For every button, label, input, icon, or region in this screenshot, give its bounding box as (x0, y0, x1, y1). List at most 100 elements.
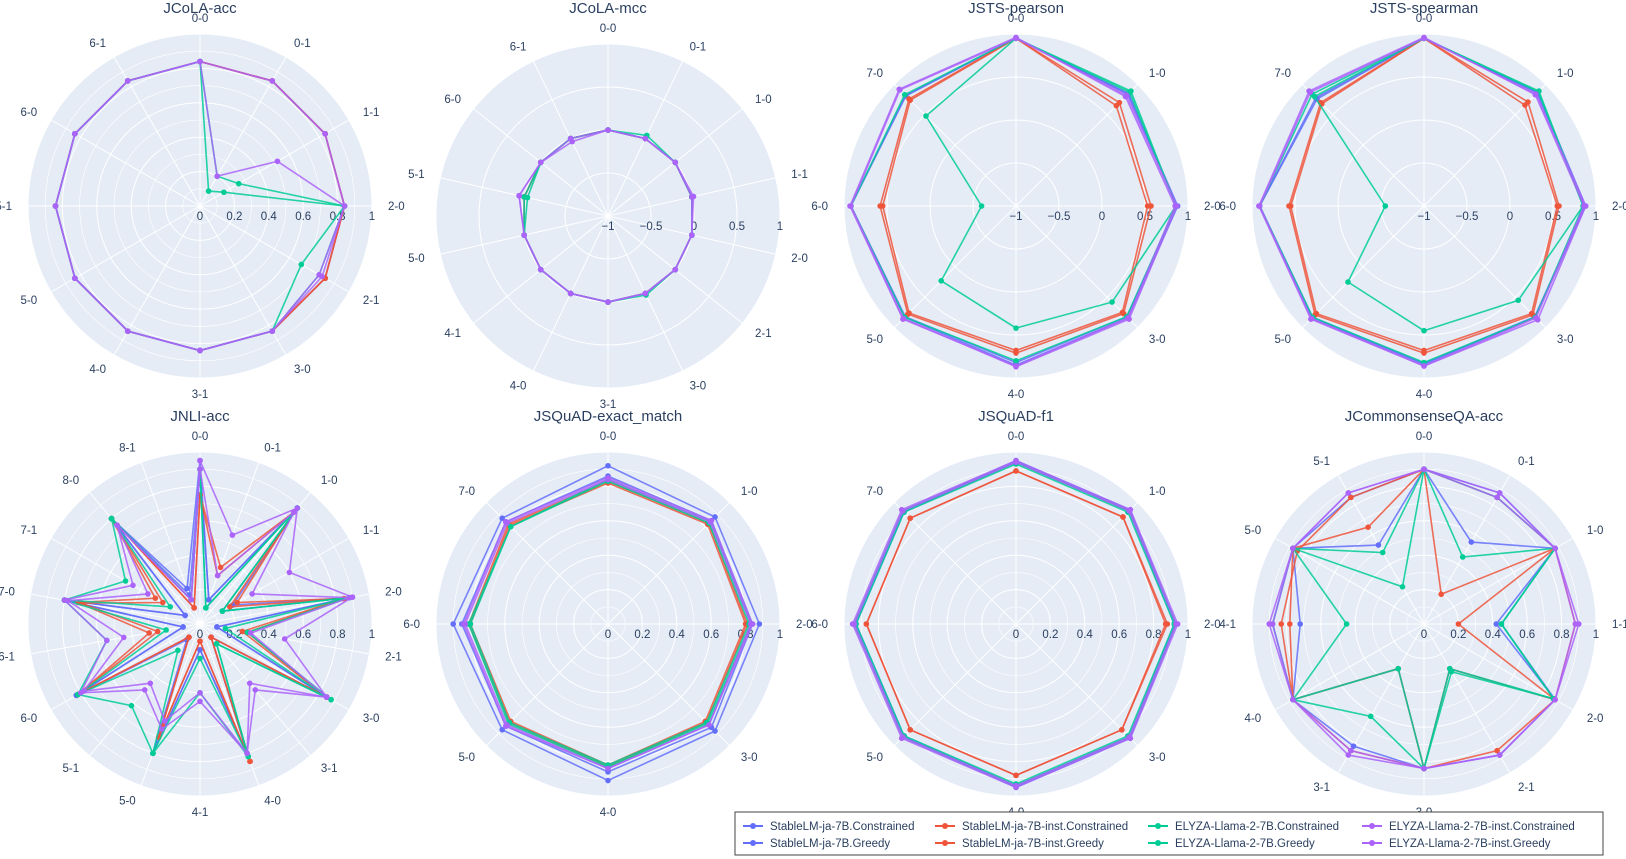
category-label: 2-1 (1518, 782, 1535, 794)
category-label: 1-1 (1612, 619, 1626, 631)
data-point (217, 564, 224, 571)
data-point (65, 597, 71, 604)
data-point (1421, 466, 1427, 473)
data-point (167, 604, 174, 610)
panel-title: JCoLA-mcc (569, 0, 647, 17)
data-point (706, 722, 712, 728)
data-point (1287, 621, 1293, 627)
data-point (124, 328, 131, 334)
data-point (120, 634, 127, 641)
radial-tick-label: 0 (605, 629, 611, 641)
data-point (1116, 99, 1123, 106)
category-label: 0-0 (1008, 13, 1025, 25)
radial-tick-label: 0 (1099, 211, 1105, 223)
data-point (689, 232, 695, 238)
data-point (1345, 490, 1352, 496)
legend-item[interactable]: ELYZA-Llama-2-7B-inst.Constrained (1362, 821, 1575, 833)
data-point (205, 188, 212, 194)
data-point (52, 203, 59, 209)
data-point (197, 638, 203, 644)
data-point (114, 522, 120, 528)
radial-tick-label: 1 (777, 221, 783, 233)
data-point (1290, 545, 1296, 552)
data-point (191, 605, 197, 611)
data-point (851, 621, 858, 627)
radial-tick-label: 0 (691, 221, 697, 233)
category-label: 2-0 (1204, 619, 1221, 631)
radar-panel: 0-0 0-1 1-0 1-1 2-0 2-1 3-0 3-1 4-0 4-1 5-0 5-1 6-0 6… (408, 0, 808, 411)
legend-item[interactable]: StableLM-ja-7B.Greedy (743, 838, 890, 850)
category-label: 0-1 (690, 42, 707, 54)
data-point (163, 627, 169, 633)
data-point (450, 621, 457, 627)
category-label: 0-0 (1416, 431, 1433, 443)
angular-gridline (199, 537, 350, 625)
data-point (180, 624, 186, 630)
data-point (1498, 621, 1505, 627)
data-point (1013, 468, 1019, 474)
data-point (269, 78, 276, 84)
data-point (252, 687, 259, 693)
category-label: 4-0 (1008, 389, 1025, 401)
data-point (605, 765, 611, 772)
category-label: 4-0 (89, 364, 106, 376)
legend-item[interactable]: StableLM-ja-7B.Constrained (743, 821, 914, 833)
data-point (214, 624, 220, 630)
legend-label: StableLM-ja-7B.Greedy (770, 838, 890, 850)
category-label: 0-1 (294, 38, 311, 50)
data-point (1421, 327, 1427, 334)
data-point (150, 750, 156, 757)
legend-item[interactable]: ELYZA-Llama-2-7B-inst.Greedy (1362, 838, 1551, 850)
category-label: 4-0 (600, 807, 617, 819)
radial-tick-label: 0.4 (669, 629, 686, 641)
radial-tick-label: 0.6 (295, 211, 311, 223)
category-label: 3-0 (1149, 752, 1166, 764)
data-point (1126, 316, 1132, 322)
data-point (504, 520, 510, 526)
radial-tick-label: 0.6 (1111, 629, 1127, 641)
category-label: 0-1 (264, 442, 281, 454)
category-label: 2-0 (1204, 201, 1221, 213)
data-point (1013, 459, 1019, 466)
data-point (1123, 92, 1130, 99)
radial-tick-label: −0.5 (1456, 211, 1479, 223)
data-point (1375, 542, 1382, 548)
data-point (1126, 734, 1132, 740)
legend-marker (942, 840, 948, 846)
category-label: 5-0 (1274, 334, 1291, 346)
legend-item[interactable]: StableLM-ja-7B-inst.Constrained (935, 821, 1128, 833)
data-point (689, 194, 695, 200)
data-point (182, 612, 188, 619)
data-point (294, 505, 301, 511)
legend-item[interactable]: ELYZA-Llama-2-7B.Greedy (1148, 838, 1315, 850)
data-point (1109, 299, 1115, 305)
data-point (1307, 89, 1314, 96)
legend-item[interactable]: ELYZA-Llama-2-7B.Constrained (1148, 821, 1339, 833)
data-point (567, 290, 574, 297)
category-label: 2-0 (385, 586, 402, 598)
legend-item[interactable]: StableLM-ja-7B-inst.Greedy (935, 838, 1104, 850)
angular-gridline (1423, 474, 1511, 625)
radial-tick-label: 0 (1013, 629, 1019, 641)
panel-title: JSTS-spearman (1370, 0, 1478, 17)
category-label: 5-1 (1313, 456, 1330, 468)
category-label: 6-0 (444, 94, 461, 106)
radial-tick-label: −0.5 (1048, 211, 1071, 223)
category-label: 1-0 (321, 475, 338, 487)
data-point (188, 596, 194, 603)
data-point (197, 466, 203, 473)
data-point (108, 515, 115, 522)
data-point (281, 636, 288, 642)
category-label: 2-0 (1612, 201, 1626, 213)
category-label: 4-0 (1245, 713, 1262, 725)
data-point (1348, 494, 1354, 501)
radial-tick-label: −0.5 (640, 221, 663, 233)
data-point (247, 758, 253, 765)
category-label: 3-0 (294, 364, 311, 376)
legend-marker (1155, 840, 1161, 846)
data-point (186, 634, 192, 640)
category-label: 2-0 (791, 253, 808, 265)
angular-gridline (89, 491, 201, 625)
category-label: 0-0 (600, 23, 617, 35)
